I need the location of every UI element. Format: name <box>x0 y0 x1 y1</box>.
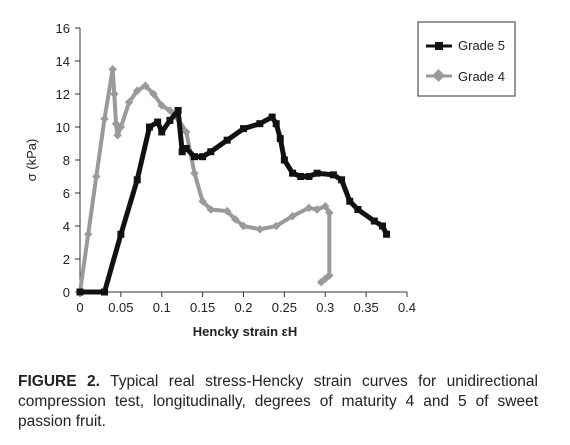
data-point <box>304 203 314 213</box>
data-point <box>305 173 313 180</box>
data-point <box>92 172 101 181</box>
data-point <box>321 201 330 211</box>
y-tick-label: 8 <box>63 153 70 168</box>
y-tick-label: 16 <box>56 21 70 36</box>
data-point <box>182 127 191 137</box>
x-tick-label: 0.35 <box>353 300 378 315</box>
data-point <box>239 221 248 231</box>
y-tick-label: 12 <box>56 87 70 102</box>
data-point <box>206 205 216 214</box>
x-tick-label: 0.05 <box>108 300 133 315</box>
data-point <box>83 230 93 239</box>
legend-label-grade4: Grade 4 <box>458 69 505 84</box>
data-point <box>166 116 174 124</box>
data-point <box>289 169 297 177</box>
x-tick-label: 0.1 <box>153 300 171 315</box>
data-point <box>378 222 386 230</box>
series-grade-4 <box>75 65 334 297</box>
data-point <box>110 89 119 99</box>
data-point <box>268 113 276 121</box>
data-point <box>346 197 354 205</box>
data-point <box>255 225 265 234</box>
data-point <box>165 106 175 115</box>
data-point <box>329 171 337 179</box>
data-point <box>108 65 117 74</box>
data-point <box>207 148 215 156</box>
series-line <box>80 108 389 295</box>
data-point <box>312 205 322 214</box>
data-point <box>198 197 207 206</box>
axes <box>79 28 407 293</box>
data-point <box>338 176 346 184</box>
data-point <box>158 128 166 136</box>
legend-label-grade5: Grade 5 <box>458 38 505 53</box>
legend: Grade 5 Grade 4 <box>417 21 516 97</box>
data-point <box>154 118 162 126</box>
y-tick-label: 10 <box>56 120 70 135</box>
legend-box <box>417 21 516 97</box>
series-line <box>78 67 332 293</box>
data-point <box>149 89 158 99</box>
data-point <box>116 122 126 132</box>
data-point <box>182 144 190 152</box>
data-point <box>370 217 378 225</box>
data-point <box>145 123 153 131</box>
data-point <box>288 211 297 221</box>
data-point <box>132 86 142 95</box>
stress-strain-chart: 0 0.05 0.1 0.15 0.2 0.25 0.3 0.35 0.4 0 2 4 6 8 10 12 14… <box>24 21 516 339</box>
x-axis-title: Hencky strain εH <box>193 324 297 339</box>
data-point <box>117 230 125 238</box>
y-tick-label: 0 <box>63 285 70 300</box>
data-point <box>354 206 362 213</box>
x-tick-label: 0.15 <box>190 300 215 315</box>
legend-marker-grade5 <box>435 42 443 50</box>
legend-marker-grade4 <box>432 69 445 82</box>
data-point <box>231 215 240 224</box>
caption-text: Typical real stress-Hencky strain curves… <box>18 373 538 430</box>
y-axis-title: σ (kPa) <box>24 139 39 182</box>
x-tick-label: 0.4 <box>398 300 416 315</box>
figure-caption: FIGURE 2. Typical real stress-Hencky str… <box>18 372 538 432</box>
x-tick-label: 0.3 <box>316 300 334 315</box>
data-point <box>100 114 109 123</box>
data-point <box>190 153 198 161</box>
x-tick-label: 0.25 <box>272 300 297 315</box>
data-point <box>316 277 326 287</box>
data-point <box>297 173 305 180</box>
data-point <box>113 131 122 140</box>
data-point <box>190 168 199 178</box>
data-point <box>174 107 182 114</box>
caption-label: FIGURE 2. <box>18 373 100 390</box>
data-point <box>280 156 288 164</box>
data-point <box>325 208 334 218</box>
tick-group: 0 0.05 0.1 0.15 0.2 0.25 0.3 0.35 0.4 0 2 4 6 8 10 12 14… <box>56 21 417 315</box>
data-point <box>141 81 150 90</box>
x-tick-label: 0 <box>76 300 83 315</box>
data-point <box>101 288 109 296</box>
series-grade-5 <box>76 107 391 296</box>
y-tick-label: 2 <box>63 252 70 267</box>
x-tick-label: 0.2 <box>234 300 252 315</box>
series-layer <box>75 65 391 297</box>
data-point <box>76 288 84 296</box>
y-tick-label: 14 <box>56 54 70 69</box>
data-point <box>383 230 391 238</box>
y-tick-label: 4 <box>63 219 70 234</box>
data-point <box>178 148 186 156</box>
y-tick-label: 6 <box>63 186 70 201</box>
data-point <box>272 120 280 128</box>
data-point <box>222 206 232 216</box>
data-point <box>133 176 141 184</box>
data-point <box>276 135 284 143</box>
data-point <box>157 101 166 110</box>
data-point <box>223 136 231 144</box>
data-point <box>124 98 134 107</box>
data-point <box>240 125 247 133</box>
data-point <box>199 153 207 161</box>
data-point <box>271 221 281 231</box>
data-point <box>313 169 321 177</box>
data-point <box>256 120 264 128</box>
